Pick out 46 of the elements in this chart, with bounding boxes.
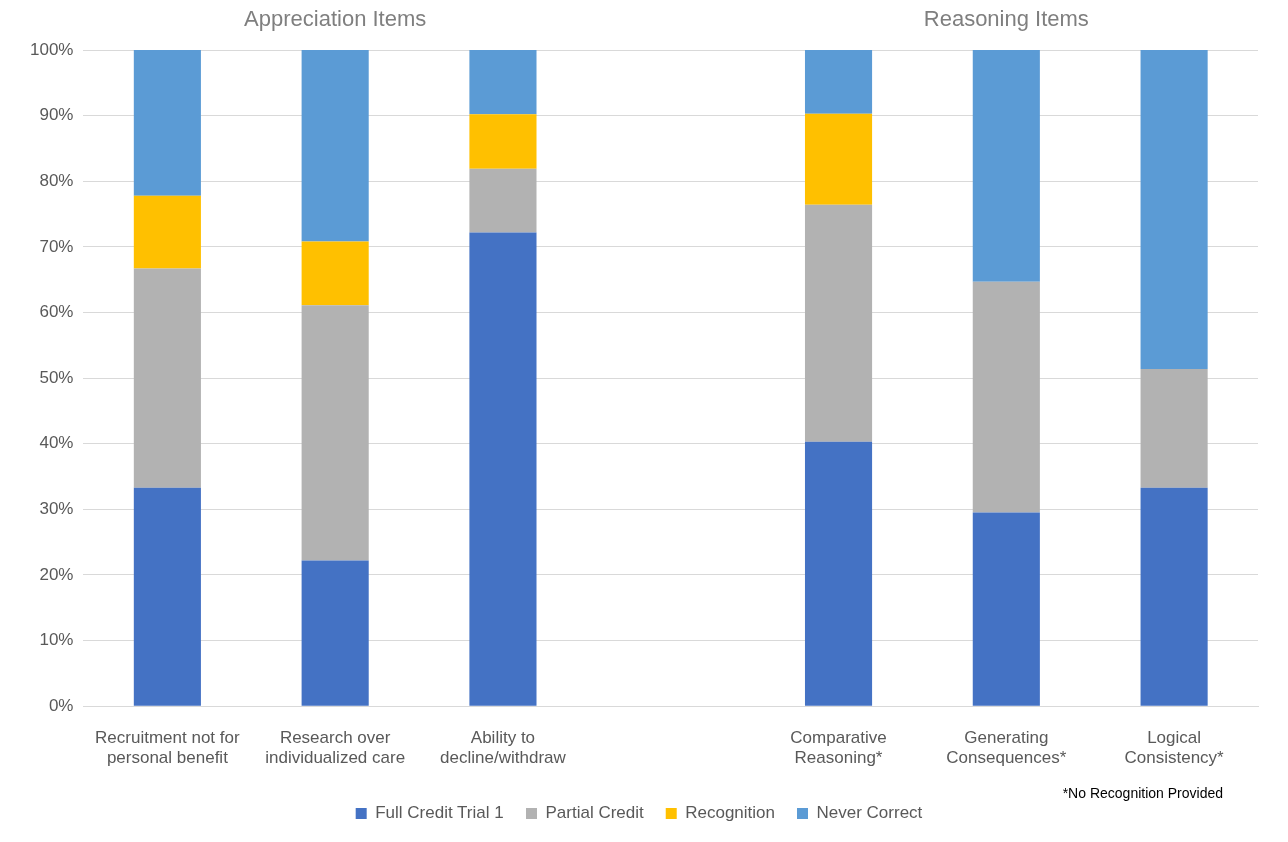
x-tick-label: Ability to decline/withdraw: [440, 728, 567, 768]
bar: [1140, 50, 1208, 369]
text: Appreciation Items: [244, 6, 427, 32]
bar: [469, 232, 537, 706]
y-tick-label: 80%: [39, 170, 74, 190]
bar: [301, 241, 369, 306]
bar: [469, 50, 537, 115]
y-tick-label: 70%: [39, 236, 74, 256]
bar: [804, 50, 873, 114]
bar: [301, 50, 369, 242]
x-tick-label: Comparative Reasoning*: [790, 728, 887, 768]
y-tick-label: 100%: [30, 39, 74, 59]
bar: [804, 113, 873, 205]
bar: [972, 281, 1040, 513]
y-tick-label: 50%: [39, 367, 74, 387]
x-tick-label: Generating Consequences*: [946, 728, 1067, 768]
bar: [301, 560, 369, 706]
y-tick-label: 30%: [39, 499, 74, 519]
y-tick-label: 60%: [39, 302, 74, 322]
bar: [972, 512, 1040, 706]
y-tick-label: 40%: [39, 433, 74, 453]
x-tick-label: Research over individualized care: [265, 728, 406, 768]
bar: [972, 50, 1040, 282]
bar: [133, 50, 201, 196]
legend-label: Partial Credit: [545, 803, 645, 823]
legend-label: Full Credit Trial 1: [375, 803, 504, 823]
bar: [133, 268, 201, 488]
y-tick-label: 20%: [39, 564, 74, 584]
bar: [1140, 368, 1208, 488]
legend-label: Recognition: [685, 803, 776, 823]
y-tick-label: 10%: [39, 630, 74, 650]
y-tick-label: 90%: [39, 105, 74, 125]
bar: [133, 195, 201, 269]
x-tick-label: Logical Consistency*: [1124, 728, 1225, 768]
bar: [133, 487, 201, 706]
bar: [301, 305, 369, 561]
bar: [469, 114, 537, 169]
bar: [804, 441, 873, 706]
bar: [804, 204, 873, 442]
y-tick-label: 0%: [48, 695, 74, 715]
legend-label: Never Correct: [816, 803, 923, 823]
bar: [1140, 487, 1208, 706]
bar: [469, 168, 537, 233]
text: Reasoning Items: [923, 6, 1089, 32]
text: *No Recognition Provided: [1062, 784, 1223, 801]
x-tick-label: Recruitment not for personal benefit: [95, 728, 240, 768]
